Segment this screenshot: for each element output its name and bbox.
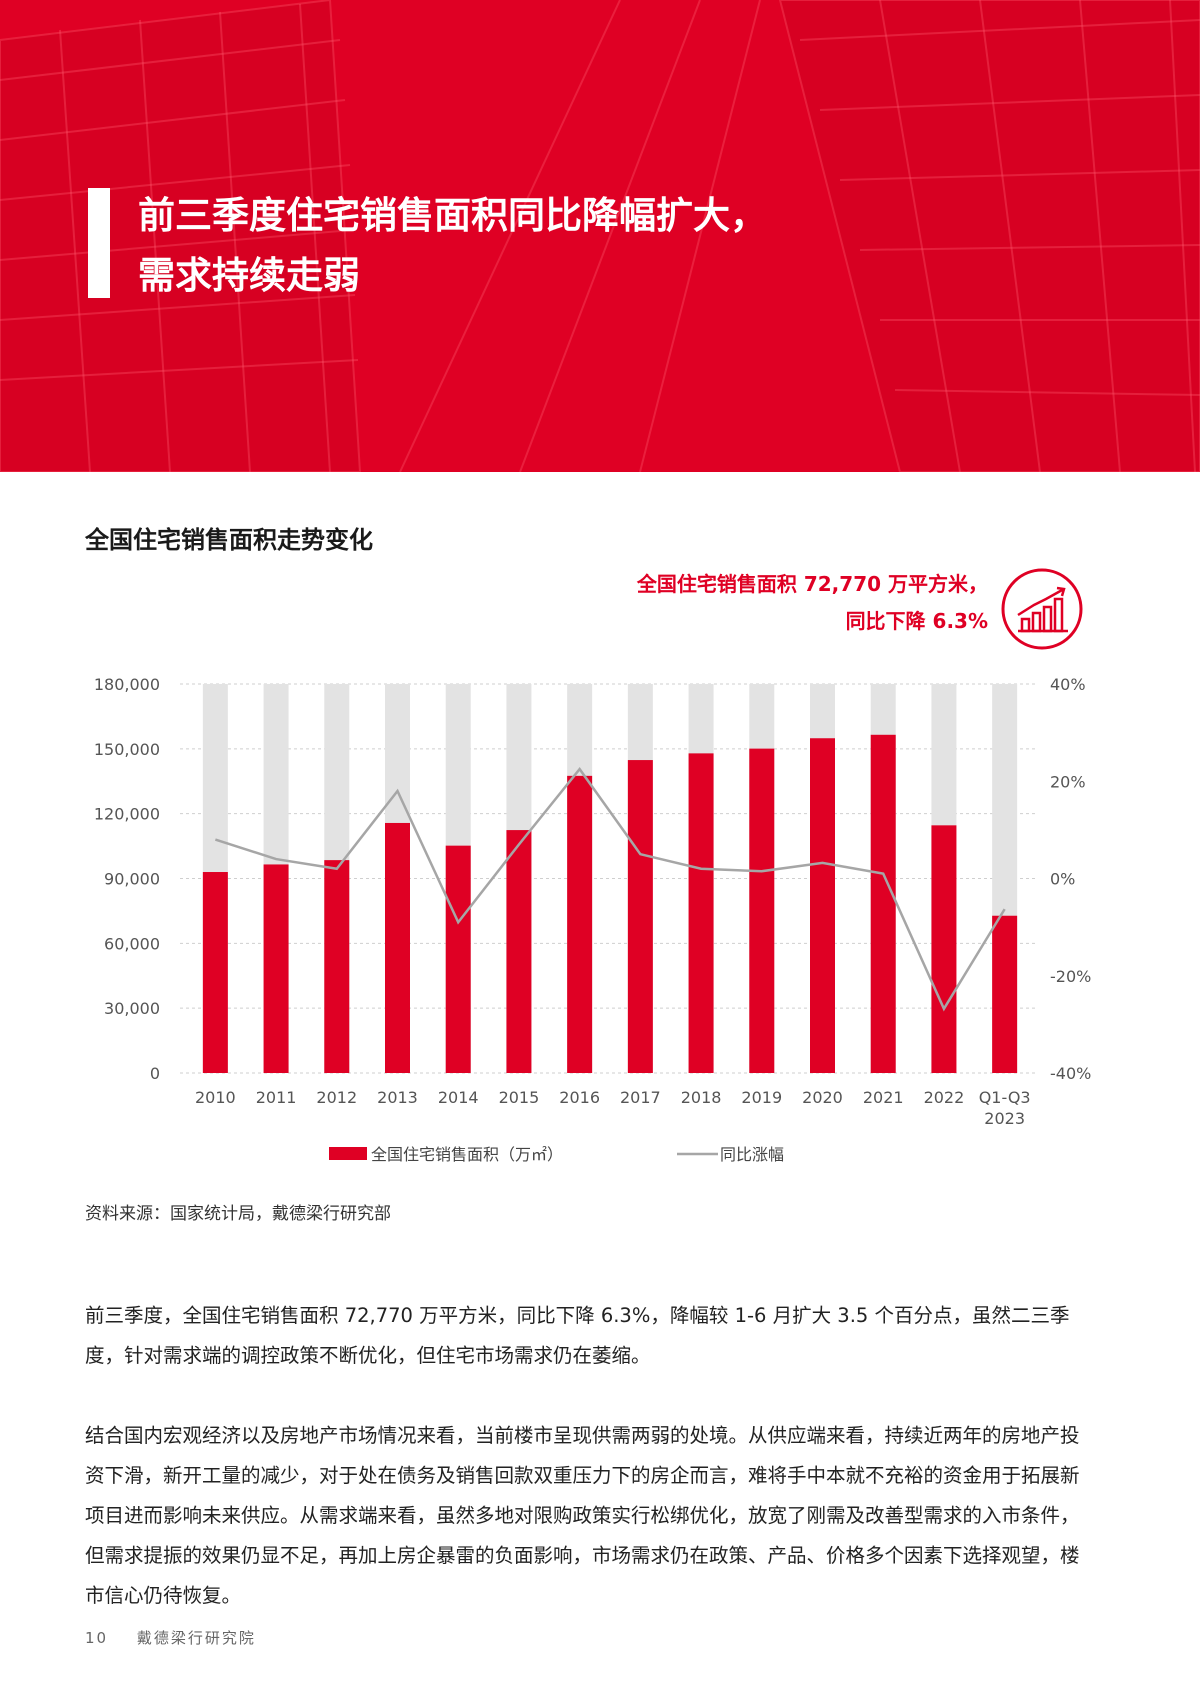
x-tick-label: 2023 xyxy=(984,1109,1025,1128)
hero-banner: 前三季度住宅销售面积同比降幅扩大， 需求持续走弱 xyxy=(0,0,1200,472)
x-tick-label: 2021 xyxy=(863,1088,904,1107)
left-tick-label: 150,000 xyxy=(94,740,160,759)
bar xyxy=(567,775,593,1073)
left-axis: 0 30,000 60,000 90,000 120,000 150,000 180,000 xyxy=(94,675,160,1083)
left-tick-label: 180,000 xyxy=(94,675,160,694)
bar-chart-growth-icon xyxy=(1001,568,1083,650)
bar xyxy=(445,845,471,1073)
x-tick-label: 2017 xyxy=(620,1088,661,1107)
x-tick-label: 2015 xyxy=(499,1088,540,1107)
line-series xyxy=(214,767,1006,1012)
x-tick-label: 2016 xyxy=(559,1088,600,1107)
data-source: 资料来源：国家统计局，戴德梁行研究部 xyxy=(85,1204,391,1224)
x-tick-label: Q1-Q3 xyxy=(979,1088,1031,1107)
x-tick-label: 2019 xyxy=(741,1088,782,1107)
page-title-line-2: 需求持续走弱 xyxy=(138,254,360,297)
right-tick-label: 40% xyxy=(1050,675,1086,694)
page-title-line-1: 前三季度住宅销售面积同比降幅扩大， xyxy=(138,194,767,237)
right-tick-label: 0% xyxy=(1050,870,1075,889)
bar xyxy=(506,830,532,1073)
legend-bar-swatch xyxy=(329,1147,367,1160)
bar xyxy=(202,872,228,1073)
callout-line-2: 同比下降 6.3% xyxy=(845,609,988,633)
bar xyxy=(992,915,1018,1073)
x-tick-label: 2020 xyxy=(802,1088,843,1107)
right-tick-label: 20% xyxy=(1050,772,1086,791)
left-tick-label: 120,000 xyxy=(94,805,160,824)
chart-grid xyxy=(180,683,1035,1074)
bar xyxy=(263,864,289,1073)
chart-title: 全国住宅销售面积走势变化 xyxy=(85,526,373,554)
bar xyxy=(385,822,410,1073)
x-axis: 2010 2011 2012 2013 2014 2015 2016 2017 2018 2019… xyxy=(195,1088,1031,1128)
x-tick-label: 2010 xyxy=(195,1088,236,1107)
left-tick-label: 30,000 xyxy=(104,999,160,1018)
sales-area-chart: 0 30,000 60,000 90,000 120,000 150,000 180,000… xyxy=(94,675,1092,1164)
paragraph-1: 前三季度，全国住宅销售面积 72,770 万平方米，同比下降 6.3%，降幅较 … xyxy=(85,1304,1070,1367)
x-tick-label: 2011 xyxy=(256,1088,297,1107)
page-number: 10 xyxy=(85,1629,109,1647)
x-tick-label: 2022 xyxy=(924,1088,965,1107)
callout-line-1: 全国住宅销售面积 72,770 万平方米， xyxy=(636,572,988,596)
building-background-graphic xyxy=(0,0,1200,472)
legend-bar-label: 全国住宅销售面积（万㎡） xyxy=(371,1145,563,1164)
title-accent-bar xyxy=(88,188,110,298)
bar-series xyxy=(202,734,1018,1073)
left-tick-label: 60,000 xyxy=(104,934,160,953)
bar xyxy=(931,825,957,1073)
right-tick-label: -20% xyxy=(1050,967,1091,986)
chart-legend: 全国住宅销售面积（万㎡） 同比涨幅 xyxy=(329,1145,784,1164)
bar xyxy=(870,734,896,1073)
page-footer: 10 戴德梁行研究院 xyxy=(85,1627,278,1648)
left-tick-label: 0 xyxy=(150,1064,160,1083)
bar xyxy=(688,753,714,1073)
x-tick-label: 2012 xyxy=(316,1088,357,1107)
page-title: 前三季度住宅销售面积同比降幅扩大， 需求持续走弱 xyxy=(138,186,1038,306)
bar xyxy=(324,860,350,1073)
bar xyxy=(810,738,835,1073)
yoy-line xyxy=(214,767,1006,1012)
right-tick-label: -40% xyxy=(1050,1064,1091,1083)
bar xyxy=(749,748,775,1073)
right-axis: -40% -20% 0% 20% 40% xyxy=(1050,675,1091,1083)
x-tick-label: 2013 xyxy=(377,1088,418,1107)
legend-line-label: 同比涨幅 xyxy=(720,1145,784,1164)
bar xyxy=(627,760,653,1073)
x-tick-label: 2018 xyxy=(681,1088,722,1107)
publisher-name: 戴德梁行研究院 xyxy=(136,1629,256,1647)
left-tick-label: 90,000 xyxy=(104,870,160,889)
chart-callout: 全国住宅销售面积 72,770 万平方米， 同比下降 6.3% xyxy=(637,566,988,640)
paragraph-2: 结合国内宏观经济以及房地产市场情况来看，当前楼市呈现供需两弱的处境。从供应端来看… xyxy=(85,1424,1080,1607)
x-tick-label: 2014 xyxy=(438,1088,479,1107)
